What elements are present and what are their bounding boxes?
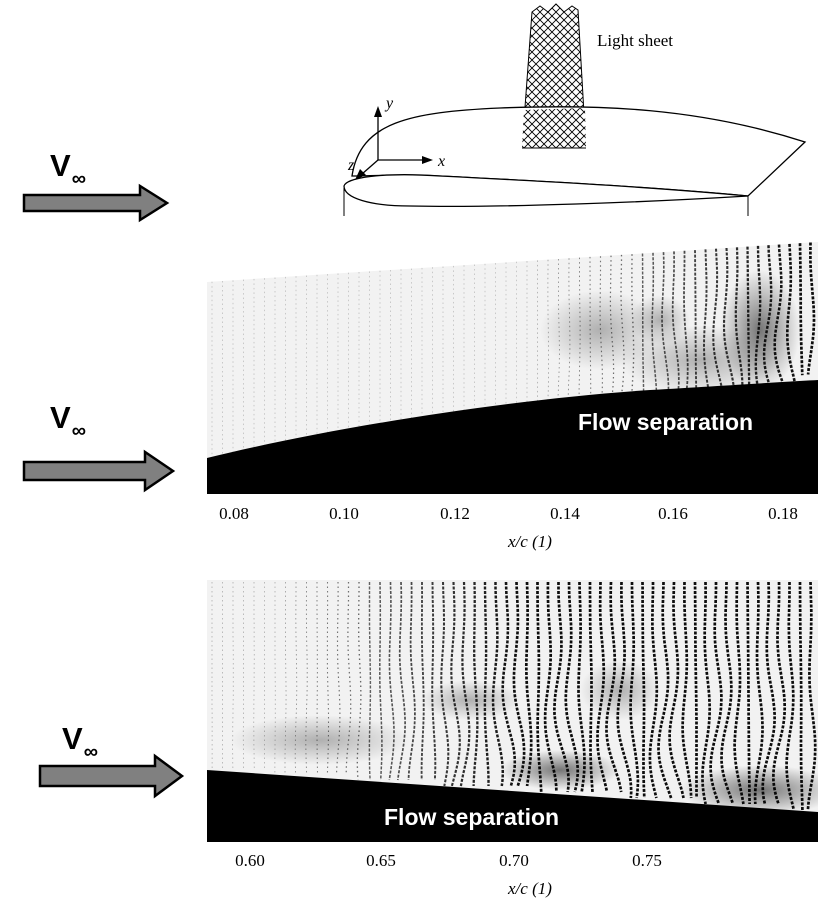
flow-arrow-icon [22,449,176,493]
airfoil-surface [207,380,818,494]
airfoil-schematic: y x z Light sheet [343,3,807,216]
freestream-label: V∞ [62,721,98,763]
freestream-indicator-2: V∞ [22,400,176,493]
x-tick-label: 0.16 [658,504,688,523]
x-tick-label: 0.18 [768,504,798,523]
x-tick-label: 0.65 [366,851,396,870]
x-tick-label: 0.70 [499,851,529,870]
airfoil-surface [207,770,818,842]
freestream-indicator-3: V∞ [38,721,185,799]
x-tick-label: 0.10 [329,504,359,523]
x-axis-label: x/c (1) [507,532,552,551]
coordinate-axes [355,106,433,180]
x-tick-labels: 0.60 0.65 0.70 0.75 [235,851,662,870]
x-tick-label: 0.08 [219,504,249,523]
flow-separation-label: Flow separation [384,804,559,830]
piv-panel-1 [207,242,818,494]
x-tick-label: 0.14 [550,504,580,523]
x-tick-label: 0.12 [440,504,470,523]
freestream-label: V∞ [50,400,86,442]
x-tick-labels: 0.08 0.10 0.12 0.14 0.16 0.18 [219,504,798,523]
flow-arrow-icon [22,183,170,223]
freestream-indicator-1: V∞ [22,148,170,223]
flow-separation-label: Flow separation [578,409,753,435]
light-sheet-label: Light sheet [597,31,673,50]
x-tick-label: 0.60 [235,851,265,870]
axis-label-z: z [347,157,355,174]
x-axis-label: x/c (1) [507,879,552,898]
flow-arrow-icon [38,753,185,799]
x-tick-label: 0.75 [632,851,662,870]
piv-panel-2 [207,580,818,842]
airfoil-section [343,174,749,208]
axis-label-y: y [384,95,394,112]
freestream-label: V∞ [50,148,86,190]
velocity-vectors [211,242,816,456]
axis-label-x: x [437,153,445,170]
velocity-vectors [211,581,818,815]
